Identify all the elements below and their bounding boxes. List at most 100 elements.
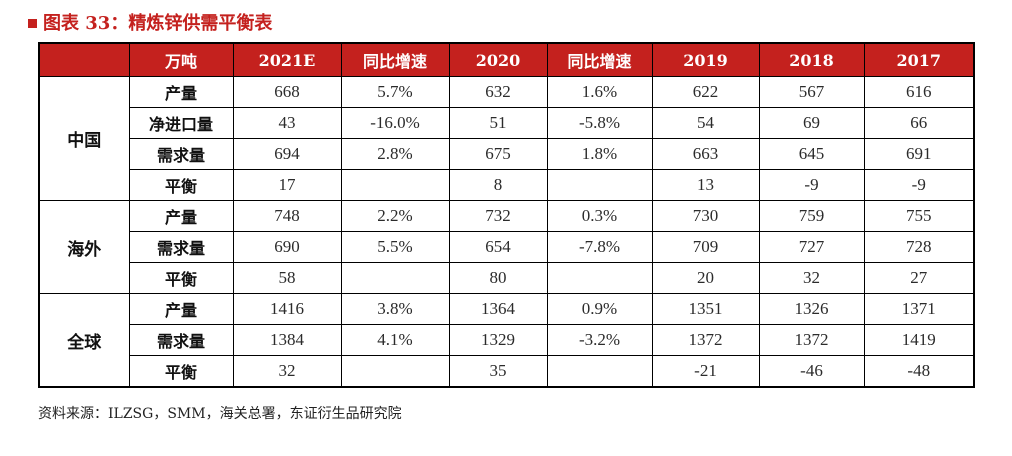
value-cell: -21 (651, 355, 760, 388)
metric-label: 需求量 (128, 231, 234, 263)
source-note: 资料来源：ILZSG，SMM，海关总署，东证衍生品研究院 (38, 406, 402, 422)
value-cell: 668 (232, 76, 342, 108)
zinc-balance-table: 万吨 2021E 同比增速 2020 同比增速 2019 2018 2017 中… (38, 42, 975, 388)
value-cell: -9 (863, 169, 975, 201)
value-cell: 0.3% (546, 200, 653, 232)
value-cell: 728 (863, 231, 975, 263)
table-row: 需求量 694 2.8% 675 1.8% 663 645 691 (39, 138, 975, 170)
metric-label: 净进口量 (128, 107, 234, 139)
value-cell: 5.5% (340, 231, 450, 263)
metric-label: 产量 (128, 293, 234, 325)
value-cell: -5.8% (546, 107, 653, 139)
metric-label: 产量 (128, 200, 234, 232)
header-row: 万吨 2021E 同比增速 2020 同比增速 2019 2018 2017 (38, 42, 975, 77)
value-cell: 709 (651, 231, 760, 263)
value-cell: 622 (651, 76, 760, 108)
value-cell: 5.7% (340, 76, 450, 108)
value-cell: 748 (232, 200, 342, 232)
value-cell: 730 (651, 200, 760, 232)
value-cell (546, 262, 653, 294)
value-cell: 8 (448, 169, 548, 201)
value-cell: 20 (651, 262, 760, 294)
value-cell: 632 (448, 76, 548, 108)
value-cell: 4.1% (340, 324, 450, 356)
metric-label: 需求量 (128, 324, 234, 356)
value-cell: 694 (232, 138, 342, 170)
value-cell: 1419 (863, 324, 975, 356)
value-cell: 759 (758, 200, 865, 232)
header-cell-2021e: 2021E (232, 42, 342, 77)
value-cell: 51 (448, 107, 548, 139)
value-cell: 27 (863, 262, 975, 294)
value-cell: 1416 (232, 293, 342, 325)
value-cell: -46 (758, 355, 865, 388)
value-cell: 1364 (448, 293, 548, 325)
metric-label: 平衡 (128, 262, 234, 294)
value-cell (546, 355, 653, 388)
value-cell: 80 (448, 262, 548, 294)
value-cell: 690 (232, 231, 342, 263)
value-cell: 2.2% (340, 200, 450, 232)
value-cell: 32 (758, 262, 865, 294)
value-cell: -7.8% (546, 231, 653, 263)
value-cell: 675 (448, 138, 548, 170)
value-cell: 0.9% (546, 293, 653, 325)
value-cell: 663 (651, 138, 760, 170)
value-cell: 755 (863, 200, 975, 232)
figure-title: 图表 33：精炼锌供需平衡表 (43, 13, 273, 34)
value-cell: 35 (448, 355, 548, 388)
metric-label: 产量 (128, 76, 234, 108)
value-cell: -9 (758, 169, 865, 201)
figure-title-row: 图表 33：精炼锌供需平衡表 (28, 9, 272, 35)
metric-label: 需求量 (128, 138, 234, 170)
header-cell-2020: 2020 (448, 42, 548, 77)
header-cell-yoy-1: 同比增速 (340, 42, 450, 77)
value-cell: 1329 (448, 324, 548, 356)
value-cell: 1.8% (546, 138, 653, 170)
value-cell: 691 (863, 138, 975, 170)
value-cell (340, 169, 450, 201)
header-cell-2017: 2017 (863, 42, 975, 77)
value-cell: 732 (448, 200, 548, 232)
value-cell (340, 355, 450, 388)
value-cell: -3.2% (546, 324, 653, 356)
value-cell: 13 (651, 169, 760, 201)
value-cell: 645 (758, 138, 865, 170)
value-cell (340, 262, 450, 294)
value-cell: 43 (232, 107, 342, 139)
value-cell: 66 (863, 107, 975, 139)
header-cell-yoy-2: 同比增速 (546, 42, 653, 77)
value-cell: 1372 (651, 324, 760, 356)
value-cell: 58 (232, 262, 342, 294)
table-row: 平衡 58 80 20 32 27 (39, 262, 975, 294)
value-cell: 54 (651, 107, 760, 139)
value-cell: 17 (232, 169, 342, 201)
group-label-china: 中国 (38, 76, 130, 201)
metric-label: 平衡 (128, 355, 234, 388)
group-label-global: 全球 (38, 293, 130, 388)
value-cell: 616 (863, 76, 975, 108)
table-row: 需求量 690 5.5% 654 -7.8% 709 727 728 (39, 231, 975, 263)
table-row: 需求量 1384 4.1% 1329 -3.2% 1372 1372 1419 (39, 324, 975, 356)
value-cell: 1371 (863, 293, 975, 325)
value-cell: 727 (758, 231, 865, 263)
value-cell (546, 169, 653, 201)
metric-label: 平衡 (128, 169, 234, 201)
group-label-overseas: 海外 (38, 200, 130, 294)
value-cell: 1384 (232, 324, 342, 356)
value-cell: 1372 (758, 324, 865, 356)
value-cell: 3.8% (340, 293, 450, 325)
value-cell: 69 (758, 107, 865, 139)
header-cell-unit: 万吨 (128, 42, 234, 77)
header-cell-group (38, 42, 130, 77)
table-row: 海外 产量 748 2.2% 732 0.3% 730 759 755 (38, 200, 975, 294)
table-row: 净进口量 43 -16.0% 51 -5.8% 54 69 66 (39, 107, 975, 139)
table-row: 平衡 17 8 13 -9 -9 (39, 169, 975, 201)
table-row: 中国 产量 668 5.7% 632 1.6% 622 567 616 (38, 76, 975, 201)
value-cell: 654 (448, 231, 548, 263)
table-row: 全球 产量 1416 3.8% 1364 0.9% 1351 1326 1371 (38, 293, 975, 388)
table-row: 平衡 32 35 -21 -46 -48 (39, 355, 975, 388)
value-cell: 567 (758, 76, 865, 108)
red-square-bullet-icon (28, 18, 37, 28)
